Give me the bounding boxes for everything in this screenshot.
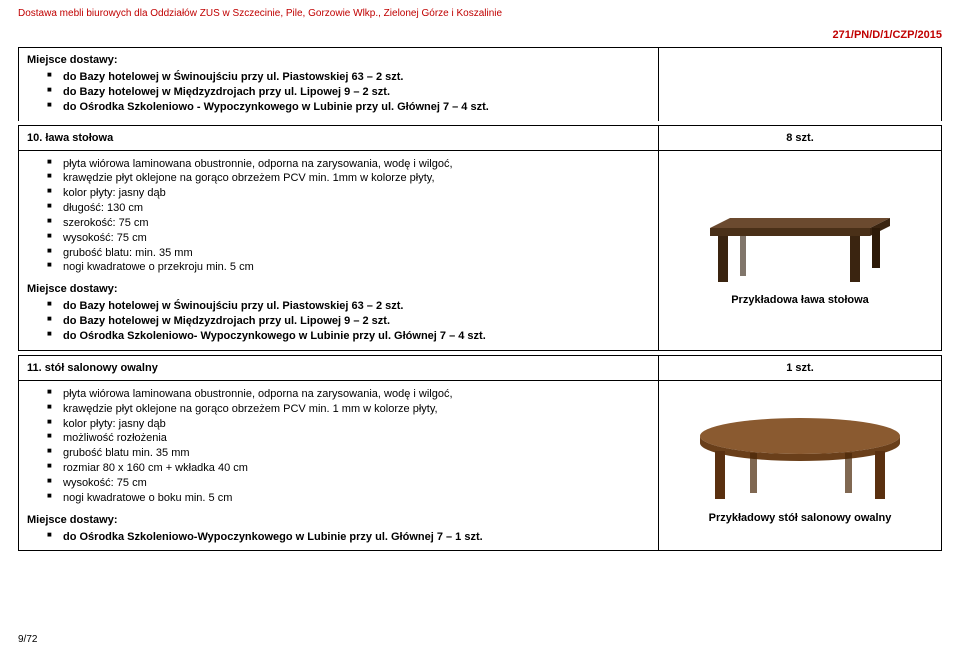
oval-table-icon [690,411,910,506]
doc-header-title: Dostawa mebli biurowych dla Oddziałów ZU… [18,8,942,19]
spec-item: krawędzie płyt oklejone na gorąco obrzeż… [47,171,650,186]
item-10-block: 10. ława stołowa 8 szt. płyta wiórowa la… [18,125,942,351]
delivery-item: do Bazy hotelowej w Międzyzdrojach przy … [47,314,650,329]
delivery-label: Miejsce dostawy: [27,283,650,295]
spec-item: kolor płyty: jasny dąb [47,186,650,201]
spec-item: wysokość: 75 cm [47,476,650,491]
spec-item: możliwość rozłożenia [47,431,650,446]
spec-item: długość: 130 cm [47,201,650,216]
item-11-qty: 1 szt. [659,356,941,380]
item-10-qty: 8 szt. [659,126,941,150]
spec-item: wysokość: 75 cm [47,231,650,246]
item-11-heading: 11. stół salonowy owalny [19,356,659,380]
spec-item: grubość blatu: min. 35 mm [47,246,650,261]
item-11-caption: Przykładowy stół salonowy owalny [709,512,892,524]
spec-item: krawędzie płyt oklejone na gorąco obrzeż… [47,402,650,417]
delivery-item: do Bazy hotelowej w Międzyzdrojach przy … [47,85,650,100]
item-10-caption: Przykładowa ława stołowa [731,294,869,306]
delivery-item: do Bazy hotelowej w Świnoujściu przy ul.… [47,299,650,314]
spec-item: szerokość: 75 cm [47,216,650,231]
spec-item: płyta wiórowa laminowana obustronnie, od… [47,387,650,402]
item-11-block: 11. stół salonowy owalny 1 szt. płyta wi… [18,355,942,552]
doc-header-code: 271/PN/D/1/CZP/2015 [18,29,942,41]
item-10-heading: 10. ława stołowa [19,126,659,150]
page-number: 9/72 [18,634,37,645]
delivery-label: Miejsce dostawy: [27,514,650,526]
delivery-label: Miejsce dostawy: [27,54,650,66]
delivery-item: do Bazy hotelowej w Świnoujściu przy ul.… [47,70,650,85]
spec-item: grubość blatu min. 35 mm [47,446,650,461]
delivery-item: do Ośrodka Szkoleniowo - Wypoczynkowego … [47,100,650,115]
delivery-item: do Ośrodka Szkoleniowo-Wypoczynkowego w … [47,530,650,545]
delivery-item: do Ośrodka Szkoleniowo- Wypoczynkowego w… [47,329,650,344]
spec-item: nogi kwadratowe o przekroju min. 5 cm [47,260,650,275]
spec-item: kolor płyty: jasny dąb [47,417,650,432]
empty-right-cell [659,48,941,121]
block-top: Miejsce dostawy: do Bazy hotelowej w Świ… [18,47,942,121]
spec-item: nogi kwadratowe o boku min. 5 cm [47,491,650,506]
spec-item: płyta wiórowa laminowana obustronnie, od… [47,157,650,172]
coffee-table-icon [700,198,900,288]
spec-item: rozmiar 80 x 160 cm + wkładka 40 cm [47,461,650,476]
